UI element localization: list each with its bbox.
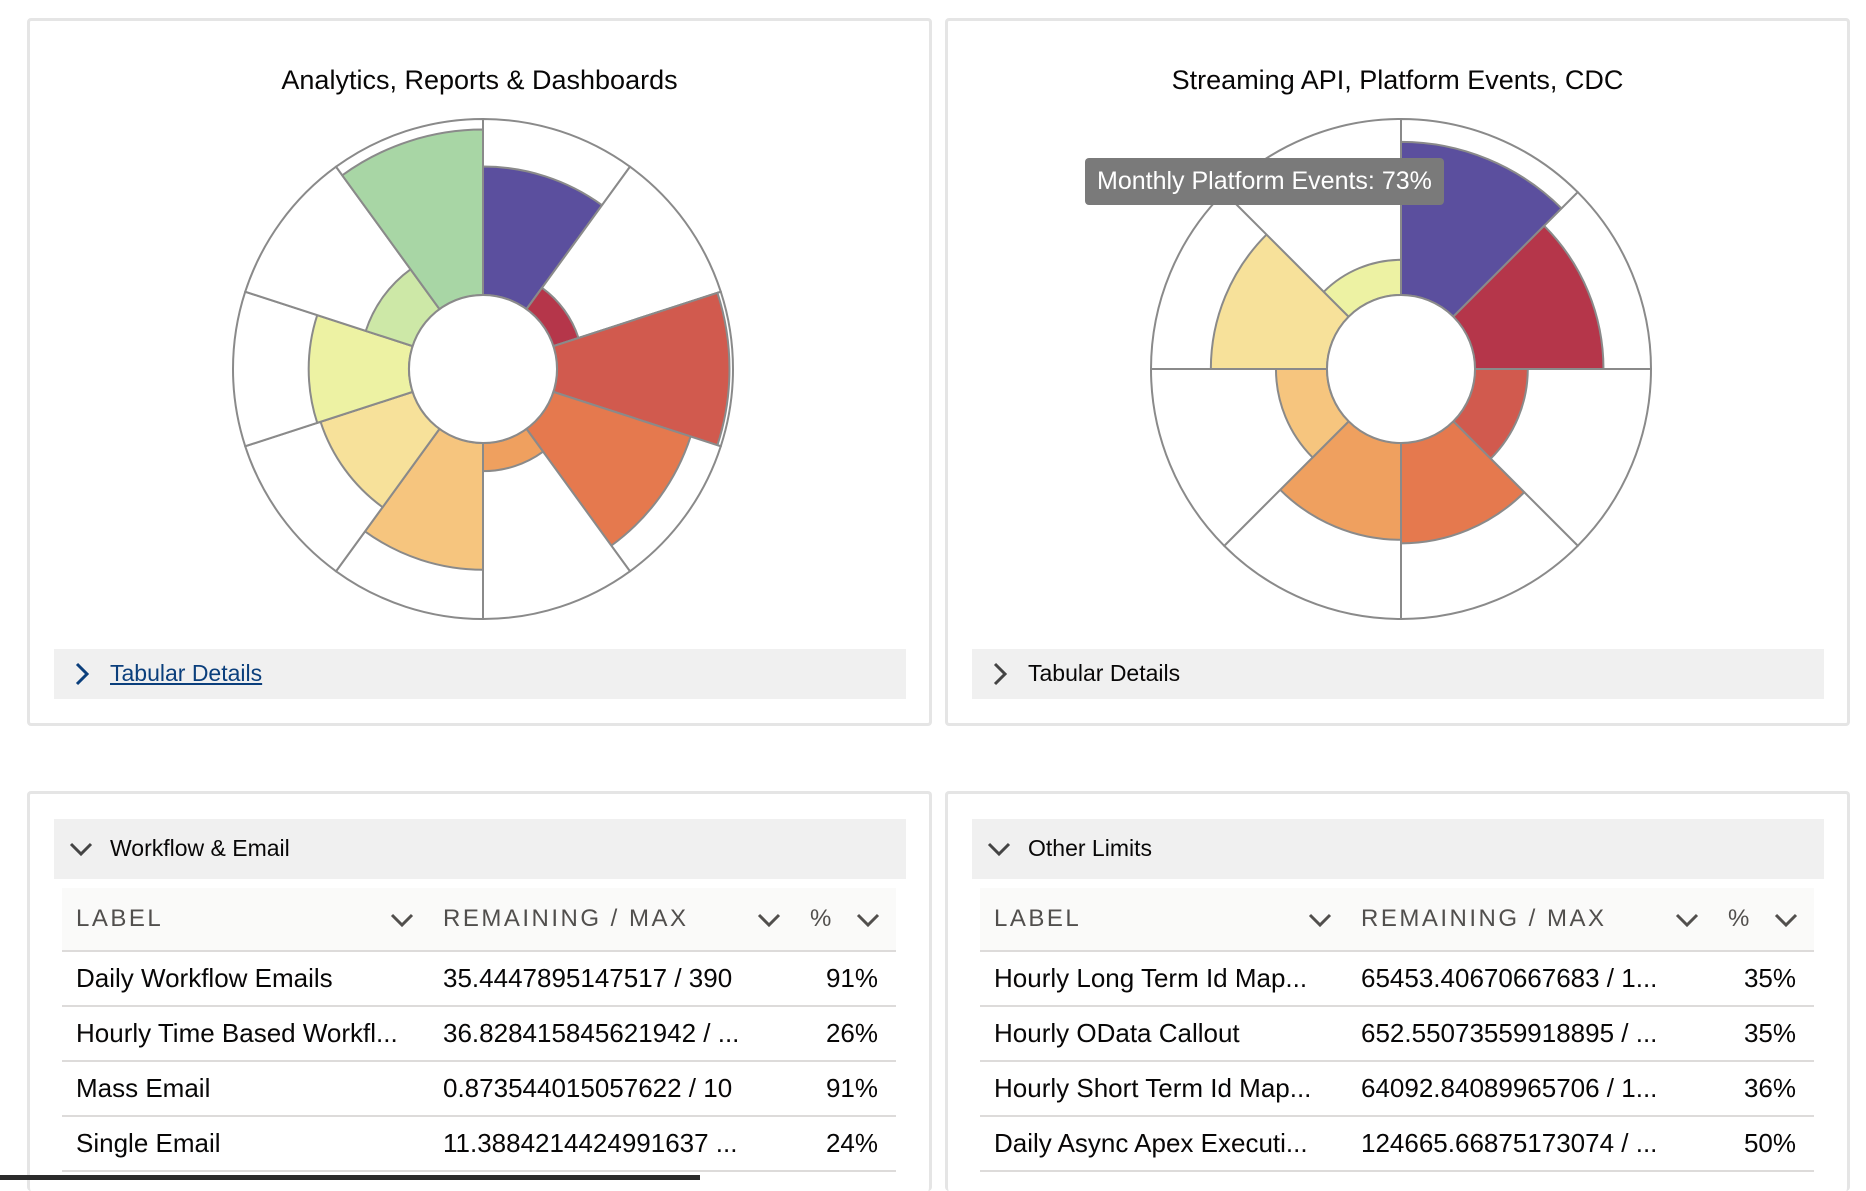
cell-label: Hourly Short Term Id Map... xyxy=(994,1073,1312,1103)
chevron-down-icon[interactable] xyxy=(388,906,416,934)
column-header-percent[interactable]: % xyxy=(1728,905,1752,932)
cell-label: Single Email xyxy=(76,1128,221,1158)
polar-chart-analytics[interactable] xyxy=(30,21,935,661)
cell-percent: 35% xyxy=(1743,963,1796,993)
cell-label: Hourly OData Callout xyxy=(994,1018,1240,1048)
chevron-down-icon xyxy=(69,842,93,857)
window-bottom-edge xyxy=(0,1175,700,1180)
chart-card-streaming: Streaming API, Platform Events, CDC Tabu… xyxy=(945,18,1850,726)
chevron-down-icon[interactable] xyxy=(854,906,882,934)
section-title: Other Limits xyxy=(1028,835,1152,861)
cell-remaining: 35.4447895147517 / 390 xyxy=(443,963,733,993)
chevron-down-icon[interactable] xyxy=(1772,906,1800,934)
chevron-right-icon xyxy=(993,662,1008,686)
section-title: Workflow & Email xyxy=(110,835,290,861)
chevron-down-icon[interactable] xyxy=(1673,906,1701,934)
column-header-label[interactable]: LABEL xyxy=(76,905,164,932)
cell-percent: 91% xyxy=(825,1073,878,1103)
cell-percent: 24% xyxy=(825,1128,878,1158)
tabular-details-toggle[interactable]: Tabular Details xyxy=(54,649,906,699)
cell-remaining: 652.55073559918895 / ... xyxy=(1361,1018,1658,1048)
cell-label: Hourly Time Based Workfl... xyxy=(76,1018,398,1048)
chart-tooltip: Monthly Platform Events: 73% xyxy=(1085,158,1444,205)
table-row[interactable]: Hourly Short Term Id Map... 64092.840899… xyxy=(980,1062,1814,1117)
cell-remaining: 11.3884214424991637 ... xyxy=(443,1128,738,1158)
table-row[interactable]: Hourly Time Based Workfl... 36.828415845… xyxy=(62,1007,896,1062)
column-header-percent[interactable]: % xyxy=(810,905,834,932)
chart-center-hole xyxy=(1326,294,1476,444)
column-header-remaining[interactable]: REMAINING / MAX xyxy=(443,905,689,932)
column-header-remaining[interactable]: REMAINING / MAX xyxy=(1361,905,1607,932)
chart-title: Streaming API, Platform Events, CDC xyxy=(1171,65,1624,95)
cell-percent: 36% xyxy=(1743,1073,1796,1103)
polar-chart-streaming[interactable] xyxy=(948,21,1853,661)
limits-table: LABEL REMAINING / MAX % Daily Workflow E… xyxy=(62,888,896,1172)
cell-label: Daily Async Apex Executi... xyxy=(994,1128,1308,1158)
cell-remaining: 124665.66875173074 / ... xyxy=(1361,1128,1658,1158)
limits-table: LABEL REMAINING / MAX % Hourly Long Term… xyxy=(980,888,1814,1172)
table-row[interactable]: Hourly OData Callout 652.55073559918895 … xyxy=(980,1007,1814,1062)
chart-card-analytics: Analytics, Reports & Dashboards Tabular … xyxy=(27,18,932,726)
table-card-workflow: Workflow & Email LABEL REMAINING / MAX %… xyxy=(27,791,932,1191)
cell-label: Hourly Long Term Id Map... xyxy=(994,963,1308,993)
cell-percent: 35% xyxy=(1743,1018,1796,1048)
cell-percent: 26% xyxy=(825,1018,878,1048)
cell-label: Mass Email xyxy=(76,1073,211,1103)
tabular-details-link[interactable]: Tabular Details xyxy=(110,660,263,686)
table-card-other-limits: Other Limits LABEL REMAINING / MAX % Hou… xyxy=(945,791,1850,1191)
section-header-other-limits[interactable]: Other Limits xyxy=(972,819,1824,879)
tabular-details-label: Tabular Details xyxy=(1028,660,1181,686)
chevron-down-icon xyxy=(987,842,1011,857)
table-row[interactable]: Daily Async Apex Executi... 124665.66875… xyxy=(980,1117,1814,1172)
table-row[interactable]: Hourly Long Term Id Map... 65453.4067066… xyxy=(980,952,1814,1007)
cell-remaining: 36.828415845621942 / ... xyxy=(443,1018,740,1048)
cell-remaining: 0.873544015057622 / 10 xyxy=(443,1073,733,1103)
chart-title: Analytics, Reports & Dashboards xyxy=(281,65,678,95)
cell-label: Daily Workflow Emails xyxy=(76,963,333,993)
table-row[interactable]: Daily Workflow Emails 35.4447895147517 /… xyxy=(62,952,896,1007)
cell-percent: 50% xyxy=(1743,1128,1796,1158)
chevron-right-icon xyxy=(75,662,90,686)
cell-remaining: 65453.40670667683 / 1... xyxy=(1361,963,1658,993)
chevron-down-icon[interactable] xyxy=(1306,906,1334,934)
section-header-workflow[interactable]: Workflow & Email xyxy=(54,819,906,879)
chevron-down-icon[interactable] xyxy=(755,906,783,934)
table-header-row: LABEL REMAINING / MAX % xyxy=(980,888,1814,952)
table-header-row: LABEL REMAINING / MAX % xyxy=(62,888,896,952)
chart-center-hole xyxy=(408,294,558,444)
cell-percent: 91% xyxy=(825,963,878,993)
table-row[interactable]: Single Email 11.3884214424991637 ... 24% xyxy=(62,1117,896,1172)
cell-remaining: 64092.84089965706 / 1... xyxy=(1361,1073,1658,1103)
tabular-details-toggle[interactable]: Tabular Details xyxy=(972,649,1824,699)
table-row[interactable]: Mass Email 0.873544015057622 / 10 91% xyxy=(62,1062,896,1117)
column-header-label[interactable]: LABEL xyxy=(994,905,1082,932)
